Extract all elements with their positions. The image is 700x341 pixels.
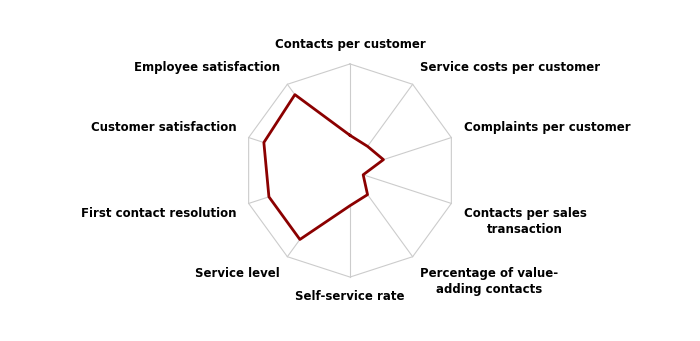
Polygon shape xyxy=(330,149,370,192)
Text: Contacts per sales
transaction: Contacts per sales transaction xyxy=(463,207,587,236)
Polygon shape xyxy=(309,128,391,213)
Text: Service costs per customer: Service costs per customer xyxy=(420,61,601,74)
Text: Contacts per customer: Contacts per customer xyxy=(274,38,426,51)
Polygon shape xyxy=(248,64,452,277)
Polygon shape xyxy=(264,95,384,239)
Text: Employee satisfaction: Employee satisfaction xyxy=(134,61,280,74)
Text: Complaints per customer: Complaints per customer xyxy=(463,121,630,134)
Text: Self-service rate: Self-service rate xyxy=(295,290,405,303)
Text: Customer satisfaction: Customer satisfaction xyxy=(91,121,237,134)
Text: First contact resolution: First contact resolution xyxy=(81,207,237,220)
Polygon shape xyxy=(269,85,431,256)
Text: Percentage of value-
adding contacts: Percentage of value- adding contacts xyxy=(420,267,559,296)
Polygon shape xyxy=(289,106,411,235)
Text: Service level: Service level xyxy=(195,267,280,280)
